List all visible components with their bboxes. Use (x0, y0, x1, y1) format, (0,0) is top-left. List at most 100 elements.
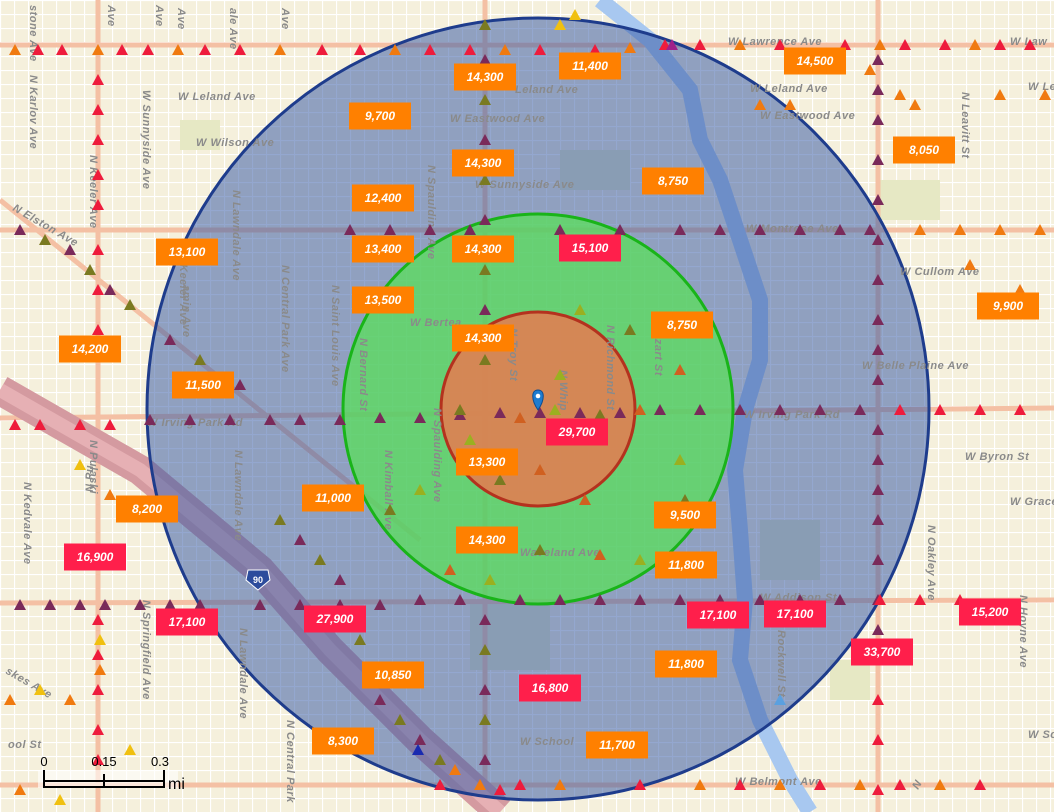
traffic-counter-marker (479, 754, 491, 765)
traffic-counter-marker (294, 534, 306, 545)
traffic-count-value: 12,400 (365, 191, 402, 205)
traffic-counter-marker (734, 39, 746, 50)
traffic-counter-marker (479, 264, 491, 275)
traffic-count-badge (304, 605, 366, 633)
traffic-counter-marker (479, 19, 491, 30)
traffic-counter-marker (872, 554, 884, 565)
traffic-counter-marker (594, 594, 606, 605)
traffic-counter-marker (872, 54, 884, 65)
traffic-counter-marker (479, 134, 491, 145)
traffic-counter-marker (754, 224, 766, 235)
traffic-counter-marker (92, 649, 104, 660)
traffic-counter-marker (74, 459, 86, 470)
traffic-count-badge (302, 484, 364, 512)
traffic-counter-marker (872, 194, 884, 205)
traffic-counter-marker (274, 514, 286, 525)
street-label: Ave (105, 4, 117, 27)
street-label: ool St (8, 739, 42, 751)
street-label: W Eastwood Ave (450, 113, 545, 125)
traffic-count-label: 13,100 (156, 238, 218, 266)
traffic-count-value: 17,100 (169, 615, 206, 629)
traffic-counter-marker (354, 44, 366, 55)
traffic-count-value: 11,800 (668, 657, 704, 671)
street-label: N Pulaski (87, 440, 99, 494)
traffic-counter-marker (389, 44, 401, 55)
traffic-counter-marker (872, 484, 884, 495)
traffic-count-label: 27,900 (304, 605, 366, 633)
street-label: W Grace (1010, 496, 1054, 508)
traffic-counter-marker (794, 224, 806, 235)
traffic-counter-marker (634, 554, 646, 565)
street-label: N Lawndale Ave (230, 190, 242, 281)
traffic-counter-marker (294, 414, 306, 425)
street-label: N Springfield Ave (140, 600, 152, 700)
traffic-counter-marker (814, 404, 826, 415)
traffic-counter-marker (839, 39, 851, 50)
traffic-counter-marker (494, 407, 506, 418)
street-label: stone Ave (27, 5, 39, 62)
traffic-counter-marker (479, 214, 491, 225)
traffic-counter-marker (994, 224, 1006, 235)
traffic-counter-marker (199, 44, 211, 55)
traffic-counter-marker (374, 412, 386, 423)
street-label: W Byron St (965, 451, 1030, 463)
traffic-counter-marker (554, 594, 566, 605)
traffic-counter-marker (694, 39, 706, 50)
traffic-count-value: 8,300 (328, 734, 358, 748)
traffic-counter-marker (666, 39, 678, 50)
traffic-counter-marker (444, 564, 456, 575)
traffic-count-value: 13,100 (169, 245, 206, 259)
traffic-count-badge (362, 661, 424, 689)
traffic-counter-marker (872, 424, 884, 435)
scale-tick-0: 0 (40, 754, 47, 769)
traffic-counter-marker (534, 544, 546, 555)
street-label: W Lawrence Ave (728, 36, 822, 48)
traffic-counter-marker (344, 224, 356, 235)
traffic-count-value: 14,300 (465, 156, 502, 170)
traffic-count-value: 17,100 (700, 608, 737, 622)
traffic-counter-marker (514, 779, 526, 790)
traffic-count-badge (959, 598, 1021, 626)
traffic-counter-marker (494, 784, 506, 795)
street-label: N Spaulding Ave (431, 408, 443, 503)
traffic-counter-marker (549, 404, 561, 415)
traffic-counter-marker (674, 364, 686, 375)
traffic-count-badge (764, 600, 826, 628)
traffic-counter-marker (92, 169, 104, 180)
traffic-count-value: 15,100 (572, 241, 609, 255)
traffic-counter-marker (914, 594, 926, 605)
street-label: N Kedvale Ave (21, 482, 33, 565)
street-label: W Wilson Ave (196, 137, 274, 149)
traffic-count-label: 14,500 (784, 47, 846, 75)
street-label: W Belle Plaine Ave (862, 360, 969, 372)
traffic-counter-marker (9, 419, 21, 430)
traffic-counter-marker (872, 344, 884, 355)
traffic-counter-marker (92, 199, 104, 210)
traffic-count-label: 15,200 (959, 598, 1021, 626)
traffic-count-badge (519, 674, 581, 702)
street-label: N Rockwell St (775, 618, 787, 698)
traffic-counter-marker (84, 264, 96, 275)
traffic-counter-marker (479, 354, 491, 365)
traffic-counter-marker (94, 664, 106, 675)
location-pin-icon[interactable] (532, 389, 544, 411)
street-label: N Kimball Ave (382, 450, 394, 530)
traffic-counter-marker (294, 599, 306, 610)
traffic-counter-marker (394, 714, 406, 725)
traffic-count-badge (59, 335, 121, 363)
traffic-counter-marker (316, 44, 328, 55)
traffic-count-badge (349, 102, 411, 130)
traffic-counter-marker (434, 754, 446, 765)
traffic-counter-marker (116, 44, 128, 55)
traffic-count-value: 13,500 (365, 293, 402, 307)
traffic-count-value: 13,400 (365, 242, 402, 256)
traffic-counter-marker (384, 224, 396, 235)
traffic-count-value: 16,800 (532, 681, 569, 695)
traffic-count-badge (64, 543, 126, 571)
traffic-counter-marker (9, 44, 21, 55)
traffic-counter-marker (634, 594, 646, 605)
traffic-counter-marker (499, 44, 511, 55)
traffic-count-label: 9,500 (654, 501, 716, 529)
